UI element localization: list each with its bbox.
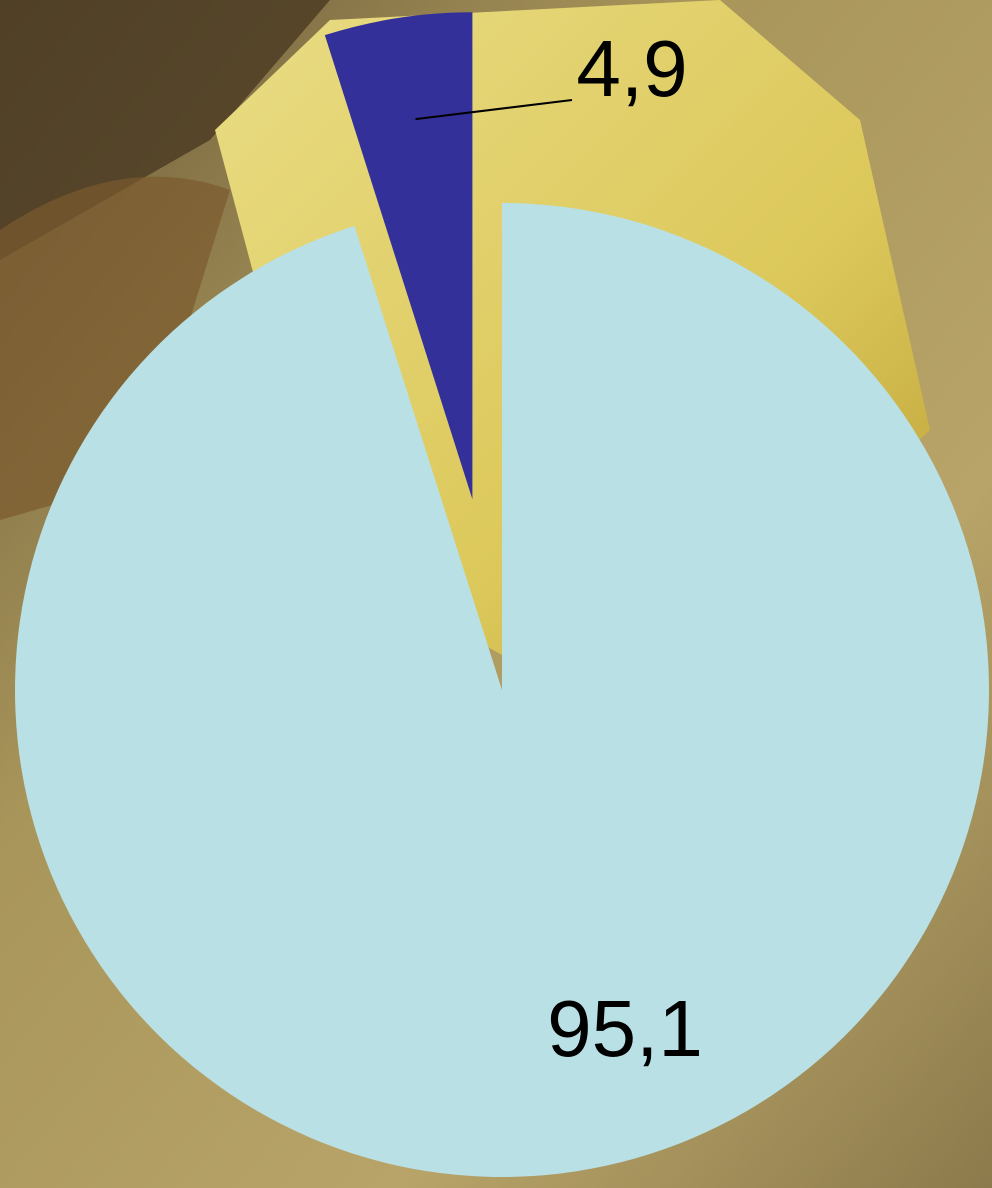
leader-line	[415, 99, 573, 121]
data-label: 4,9	[576, 24, 687, 113]
pie-slice	[324, 12, 473, 500]
pie: 95,1 4,9	[15, 12, 990, 1178]
data-label: 95,1	[547, 984, 703, 1073]
pie-slice	[15, 203, 990, 1178]
background-wood	[0, 176, 230, 520]
